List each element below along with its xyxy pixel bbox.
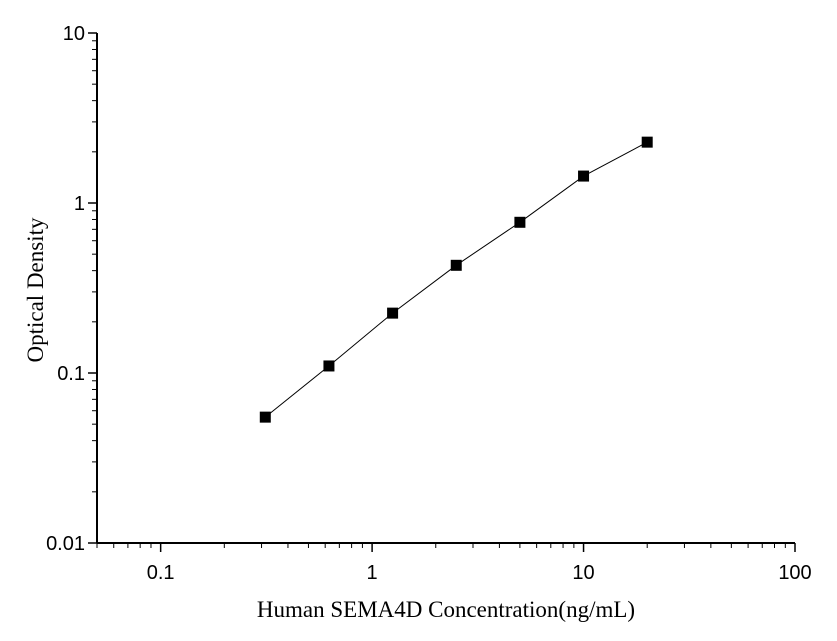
x-tick-label: 1	[367, 562, 378, 584]
plot-area	[259, 136, 653, 423]
data-point-marker	[450, 259, 462, 271]
y-tick-label: 10	[63, 23, 85, 45]
y-tick-label: 0.01	[46, 533, 85, 555]
x-tick-label: 0.1	[147, 562, 175, 584]
data-point-marker	[323, 360, 335, 372]
data-point-marker	[514, 216, 526, 228]
x-tick-label: 10	[572, 562, 594, 584]
x-axis-title: Human SEMA4D Concentration(ng/mL)	[257, 597, 635, 622]
y-axis-title: Optical Density	[23, 217, 48, 362]
data-point-marker	[259, 411, 271, 423]
fit-line	[264, 141, 648, 418]
data-point-marker	[578, 170, 590, 182]
axes	[96, 33, 795, 544]
x-tick-label: 100	[778, 562, 811, 584]
data-point-marker	[387, 307, 399, 319]
y-tick-label: 1	[74, 193, 85, 215]
y-tick-label: 0.1	[57, 363, 85, 385]
ticks: 0.1 1 10 100 0.01 0.1 1 10	[46, 23, 812, 584]
data-point-marker	[641, 136, 653, 148]
